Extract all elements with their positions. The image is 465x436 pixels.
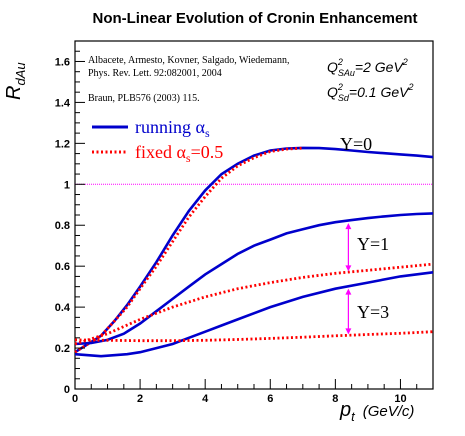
legend: running αs fixed αs=0.5 (92, 117, 223, 165)
arrow-y3-head-bottom (345, 328, 352, 335)
y-tick-label: 0.4 (55, 302, 71, 314)
annotation-y0: Y=0 (340, 134, 372, 154)
arrow-y3-head-top (345, 288, 352, 295)
x-axis-label: pt (GeV/c) (339, 399, 414, 424)
series-line-running-y3 (74, 271, 434, 358)
y-tick-label: 0 (64, 384, 70, 396)
reference-line-2: Phys. Rev. Lett. 92:082001, 2004 (88, 68, 222, 79)
y-axis-label: RdAu (3, 62, 28, 100)
ticks-layer: 0 2 4 6 8 10 0 0.2 0.4 0.6 0.8 1 1.2 1.4 1.6 (55, 40, 434, 405)
series-line-fixed-y1 (74, 262, 434, 346)
x-tick-label: 0 (72, 393, 78, 405)
x-tick-label: 4 (202, 393, 209, 405)
reference-line-1: Albacete, Armesto, Kovner, Salgado, Wied… (88, 55, 289, 66)
series-layer (74, 146, 434, 358)
annotation-y3: Y=3 (357, 302, 389, 322)
x-tick-label: 2 (137, 393, 143, 405)
legend-label-fixed: fixed αs=0.5 (135, 142, 223, 165)
param-q-sd: Q2 Sd=0.1 GeV2 (327, 82, 413, 103)
y-tick-label: 0.2 (55, 343, 70, 355)
annotation-y1: Y=1 (357, 234, 389, 254)
x-tick-label: 10 (394, 393, 406, 405)
y-tick-label: 1.4 (55, 97, 71, 109)
x-tick-label: 6 (267, 393, 273, 405)
y-tick-label: 0.8 (55, 220, 70, 232)
y-tick-label: 1.6 (55, 56, 70, 68)
series-line-fixed-y3 (74, 330, 434, 343)
chart-title: Non-Linear Evolution of Cronin Enhanceme… (92, 10, 417, 27)
arrow-layer (345, 223, 352, 335)
arrow-y1-head-bottom (345, 265, 352, 272)
arrow-y1-head-top (345, 223, 352, 230)
x-tick-label: 8 (332, 393, 338, 405)
y-tick-label: 1.2 (55, 138, 70, 150)
y-tick-label: 1 (64, 179, 70, 191)
reference-line-3: Braun, PLB576 (2003) 115. (88, 93, 200, 104)
legend-label-running: running αs (135, 117, 210, 140)
series-line-running-y1 (74, 212, 434, 346)
y-tick-label: 0.6 (55, 261, 70, 273)
param-q-sau: Q2 SAu=2 GeV2 (327, 57, 408, 78)
series-line-fixed-y0 (74, 146, 303, 354)
